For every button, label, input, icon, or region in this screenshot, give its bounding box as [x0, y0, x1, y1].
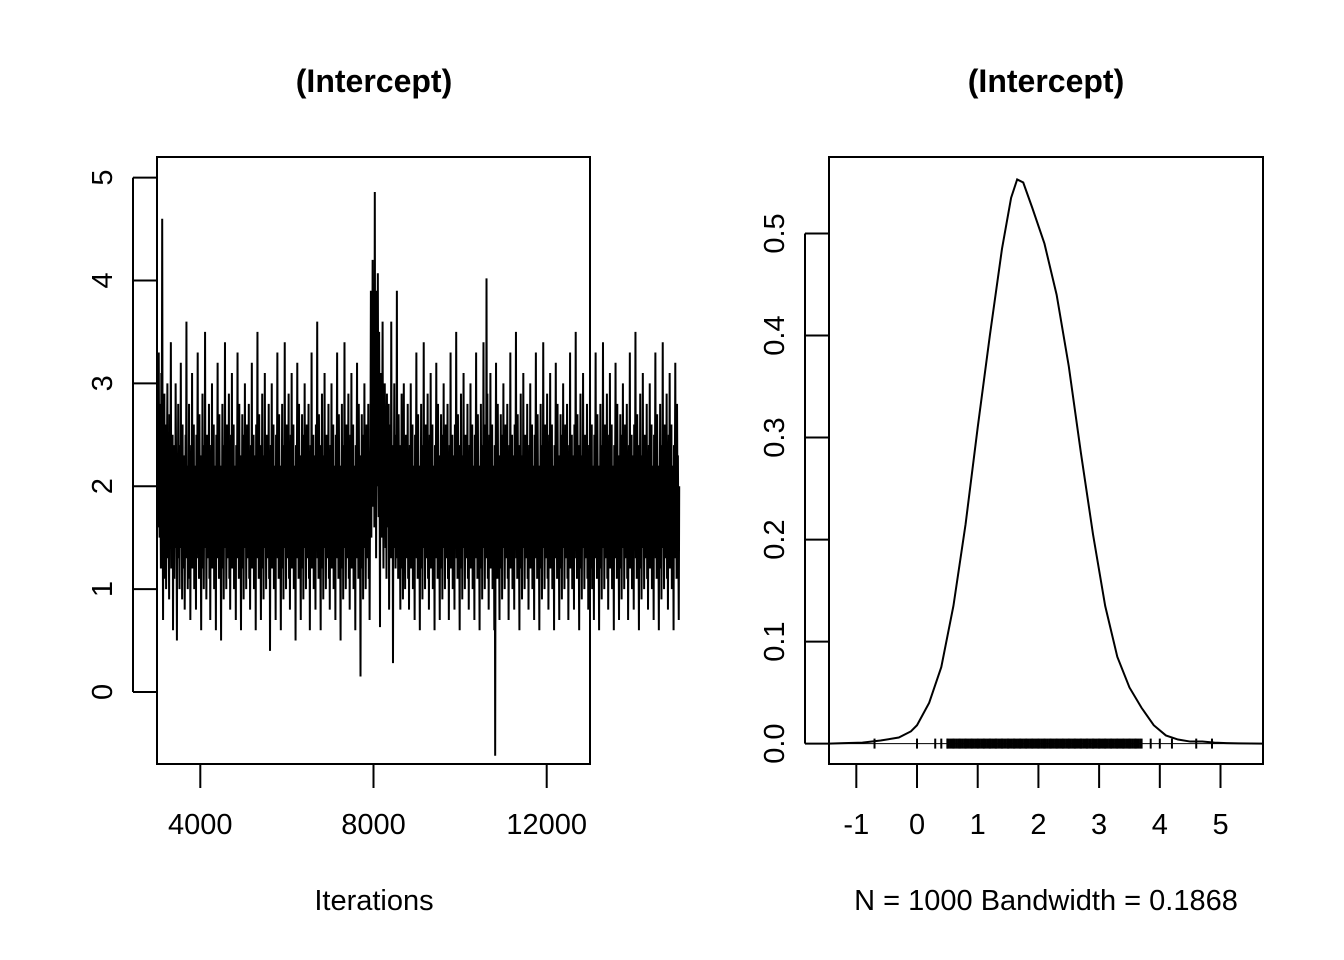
trace-y-tick-label: 1	[87, 581, 119, 597]
trace-x-axis-label: Iterations	[314, 885, 433, 917]
density-x-tick-label: -1	[843, 809, 869, 841]
density-panel: (Intercept) 0.00.10.20.30.40.5 -1 0 1 2 3 4 5 …	[759, 63, 1264, 917]
density-x-axis-label: N = 1000 Bandwidth = 0.1868	[854, 885, 1238, 917]
trace-x-tick-label: 12000	[506, 809, 587, 841]
density-x-tick-label: 2	[1030, 809, 1046, 841]
trace-series-line	[156, 191, 681, 756]
trace-panel: (Intercept) 0 1 2 3 4 5 4000 8000 12000 Iterati…	[87, 63, 681, 917]
density-y-tick-label: 0.1	[759, 621, 791, 661]
trace-x-tick-label: 4000	[168, 809, 233, 841]
density-y-tick-label: 0.2	[759, 519, 791, 559]
density-y-tick-label: 0.4	[759, 315, 791, 355]
trace-y-tick-label: 4	[87, 272, 119, 288]
density-rug	[873, 738, 1214, 749]
trace-title: (Intercept)	[296, 63, 452, 99]
density-x-tick-label: 3	[1091, 809, 1107, 841]
trace-y-tick-label: 5	[87, 170, 119, 186]
trace-x-tick-label: 8000	[341, 809, 406, 841]
density-y-tick-label: 0.0	[759, 723, 791, 763]
density-x-tick-label: 5	[1212, 809, 1228, 841]
trace-y-tick-label: 2	[87, 478, 119, 494]
trace-y-tick-label: 0	[87, 684, 119, 700]
density-x-tick-label: 4	[1152, 809, 1168, 841]
density-x-tick-label: 1	[970, 809, 986, 841]
density-y-tick-label: 0.3	[759, 417, 791, 457]
density-series-line	[828, 178, 1264, 745]
density-y-axis: 0.0 0.1 0.2 0.3 0.4 0.5	[759, 213, 829, 764]
density-y-tick-label: 0.5	[759, 213, 791, 253]
density-x-axis: -1 0 1 2 3 4 5	[843, 763, 1229, 841]
trace-x-axis: 4000 8000 12000	[168, 763, 587, 841]
density-x-tick-label: 0	[909, 809, 925, 841]
trace-y-tick-label: 3	[87, 375, 119, 391]
trace-y-axis: 0 1 2 3 4 5	[87, 170, 157, 700]
density-title: (Intercept)	[968, 63, 1124, 99]
